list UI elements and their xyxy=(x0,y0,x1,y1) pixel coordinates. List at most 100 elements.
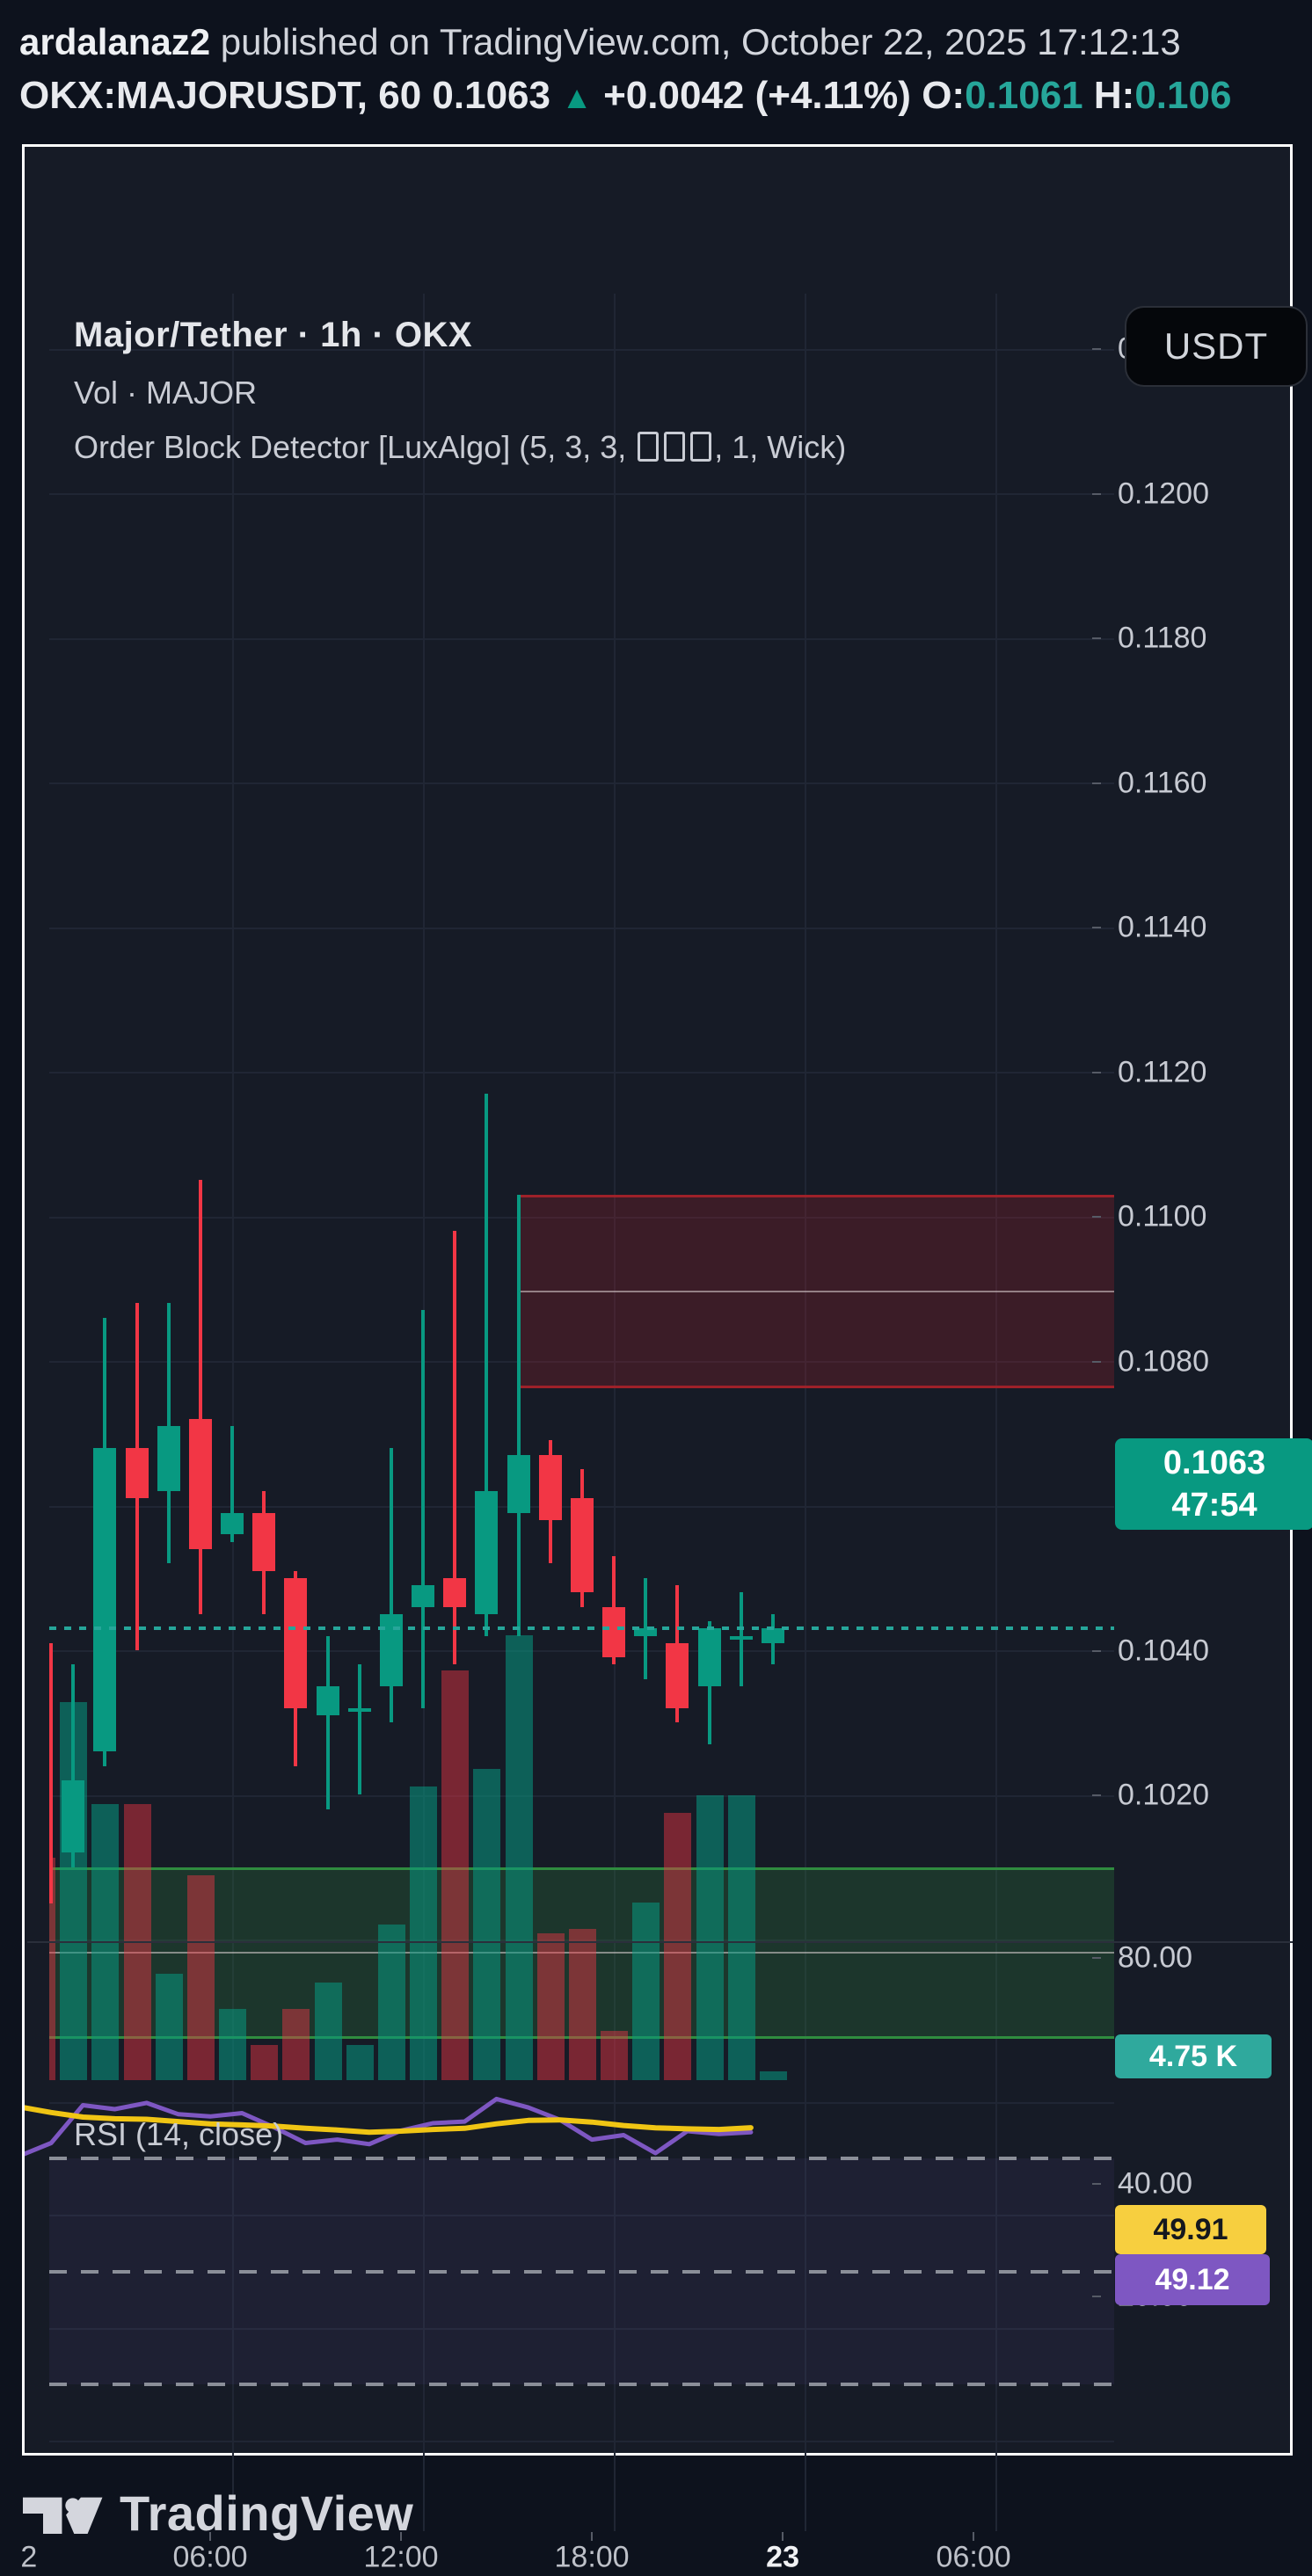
time-axis-label: 12:00 xyxy=(363,2540,439,2574)
volume-bar xyxy=(727,1795,755,2080)
price-axis-tick xyxy=(1092,1360,1101,1363)
volume-bar xyxy=(314,1982,342,2080)
missing-glyph-box xyxy=(664,432,686,462)
time-axis-tick xyxy=(973,2532,975,2541)
legend-symbol-title[interactable]: Major/Tether · 1h · OKX xyxy=(74,316,473,354)
volume-bar xyxy=(601,2031,629,2080)
up-arrow-icon: ▲ xyxy=(561,79,593,115)
chart-legend[interactable]: Major/Tether · 1h · OKX Vol · MAJOR Orde… xyxy=(74,316,846,466)
legend-volume-row[interactable]: Vol · MAJOR xyxy=(74,375,258,411)
candle-body xyxy=(188,1418,212,1549)
tradingview-logo-icon xyxy=(23,2497,103,2534)
price-change: +0.0042 (+4.11%) xyxy=(603,74,911,117)
candle-body xyxy=(538,1454,562,1520)
price-gridline xyxy=(49,1216,1114,1219)
price-gridline xyxy=(49,927,1114,929)
volume-bar xyxy=(282,2009,310,2080)
candle-body xyxy=(412,1584,435,1607)
indicator-name-suffix: , 1, Wick) xyxy=(714,429,847,465)
candle-body xyxy=(570,1498,594,1593)
currency-unit-button[interactable]: USDT xyxy=(1125,306,1308,387)
price-axis-tick xyxy=(1092,1649,1101,1652)
missing-glyph-boxes xyxy=(635,429,714,465)
rsi-axis-tick xyxy=(1092,1957,1101,1959)
price-axis-tick xyxy=(1092,927,1101,928)
open-label: O: xyxy=(922,74,966,117)
price-axis-layer[interactable]: 0.12200.12000.11800.11600.11400.11200.11… xyxy=(20,147,1293,2574)
time-axis-tick xyxy=(400,2532,403,2541)
rsi-axis-label: 80.00 xyxy=(1118,1940,1193,1975)
price-axis-label: 0.1200 xyxy=(1118,477,1209,510)
rsi-gridline xyxy=(49,2441,1114,2443)
price-gridline xyxy=(49,493,1114,495)
candle-wick xyxy=(71,1664,76,1867)
time-gridline xyxy=(995,294,998,2531)
price-axis-tick xyxy=(1092,1071,1101,1073)
price-axis-tick xyxy=(1092,782,1101,784)
order-block-midline xyxy=(518,1290,1114,1292)
candle-body xyxy=(93,1447,117,1752)
candle-body xyxy=(49,1642,53,1903)
price-axis-label: 0.1180 xyxy=(1118,621,1207,655)
candle-body xyxy=(252,1512,276,1571)
legend-indicator-row[interactable]: Order Block Detector [LuxAlgo] (5, 3, 3,… xyxy=(74,429,846,466)
time-axis-label: 18:00 xyxy=(554,2540,630,2574)
price-gridline xyxy=(49,1361,1114,1363)
pane-separator xyxy=(27,1941,1293,1943)
rsi-gridline xyxy=(49,2102,1114,2104)
price-axis-label: 0.1120 xyxy=(1118,1055,1207,1088)
candle-body xyxy=(697,1628,721,1687)
time-axis-tick xyxy=(782,2532,784,2541)
volume-bar xyxy=(410,1786,438,2080)
candle-body xyxy=(157,1426,180,1492)
chart-frame: 0.12200.12000.11800.11600.11400.11200.11… xyxy=(20,144,1312,2574)
candle-body xyxy=(666,1642,689,1708)
rsi-axis-label: 40.00 xyxy=(1118,2166,1193,2201)
candle-body xyxy=(602,1606,626,1658)
volume-value-badge[interactable]: 4.75 K xyxy=(1115,2034,1272,2078)
price-axis-label: 0.1020 xyxy=(1118,1778,1209,1812)
price-axis-tick xyxy=(1092,637,1101,639)
rsi-ma-value-badge[interactable]: 49.91 xyxy=(1115,2205,1266,2254)
current-price-badge[interactable]: 0.1063 47:54 xyxy=(1115,1438,1312,1531)
current-price-line xyxy=(49,1626,1114,1631)
high-value: 0.106 xyxy=(1134,74,1232,117)
candle-body xyxy=(62,1780,85,1853)
candle-body xyxy=(379,1613,403,1687)
missing-glyph-box xyxy=(638,432,660,462)
candle-body xyxy=(443,1577,467,1607)
candle-body xyxy=(221,1512,244,1535)
price-axis-tick xyxy=(1092,492,1101,495)
candle-body xyxy=(125,1447,149,1499)
price-axis-label: 0.1140 xyxy=(1118,910,1207,944)
rsi-pane-title[interactable]: RSI (14, close) xyxy=(74,2116,284,2152)
time-axis-label: 2 xyxy=(20,2540,38,2574)
rsi-gridline xyxy=(49,2327,1114,2330)
volume-bar xyxy=(696,1795,724,2080)
rsi-level-line xyxy=(49,2382,1114,2386)
candle-wick xyxy=(230,1426,235,1542)
candle-body xyxy=(347,1707,371,1712)
price-axis-tick xyxy=(1092,1794,1101,1796)
candle-wick xyxy=(739,1592,743,1687)
tradingview-logo[interactable]: TradingView xyxy=(23,2485,413,2542)
time-axis-label: 06:00 xyxy=(936,2540,1011,2574)
price-axis-label: 0.1160 xyxy=(1118,766,1207,799)
candle-body xyxy=(284,1577,308,1708)
rsi-value-badge[interactable]: 49.12 xyxy=(1115,2254,1270,2305)
order-block-midline xyxy=(49,1952,1114,1954)
candle-wick xyxy=(421,1310,426,1708)
open-value: 0.1061 xyxy=(965,74,1083,117)
bar-countdown: 47:54 xyxy=(1171,1487,1257,1524)
price-gridline xyxy=(49,1794,1114,1797)
rsi-line xyxy=(25,2096,754,2157)
volume-bar xyxy=(186,1875,215,2080)
candle-body xyxy=(761,1628,784,1643)
time-axis-tick xyxy=(209,2532,212,2541)
price-gridline xyxy=(49,1939,1114,1941)
rsi-ma-line xyxy=(25,2105,754,2136)
tradingview-logo-text: TradingView xyxy=(120,2485,414,2541)
volume-bar xyxy=(536,1933,565,2080)
time-gridline xyxy=(232,294,235,2531)
candle-body xyxy=(729,1635,753,1640)
